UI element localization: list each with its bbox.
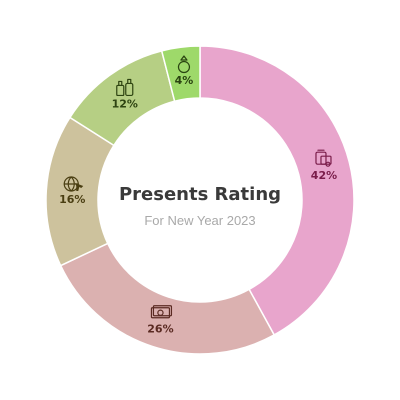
value-label-travel: 16% — [59, 193, 85, 206]
chart-subtitle: For New Year 2023 — [144, 213, 255, 228]
globe-plane-icon — [63, 176, 84, 192]
slice-jewelry — [160, 45, 201, 103]
value-label-gadgets: 42% — [311, 169, 337, 182]
cosmetics-icon — [116, 78, 134, 97]
slice-gadgets — [199, 45, 355, 336]
slices-group — [45, 45, 355, 355]
chart-title: Presents Rating — [119, 184, 281, 205]
ring-icon — [177, 55, 191, 74]
banknote-icon — [150, 305, 173, 319]
icons-group — [63, 55, 332, 319]
gadgets-icon — [315, 149, 332, 167]
value-label-money: 26% — [147, 323, 173, 336]
value-label-cosmetics: 12% — [112, 97, 138, 110]
slice-money — [59, 242, 276, 355]
labels-group: 42% 26% 16% 12% 4% — [59, 74, 337, 336]
value-label-jewelry: 4% — [175, 74, 194, 87]
